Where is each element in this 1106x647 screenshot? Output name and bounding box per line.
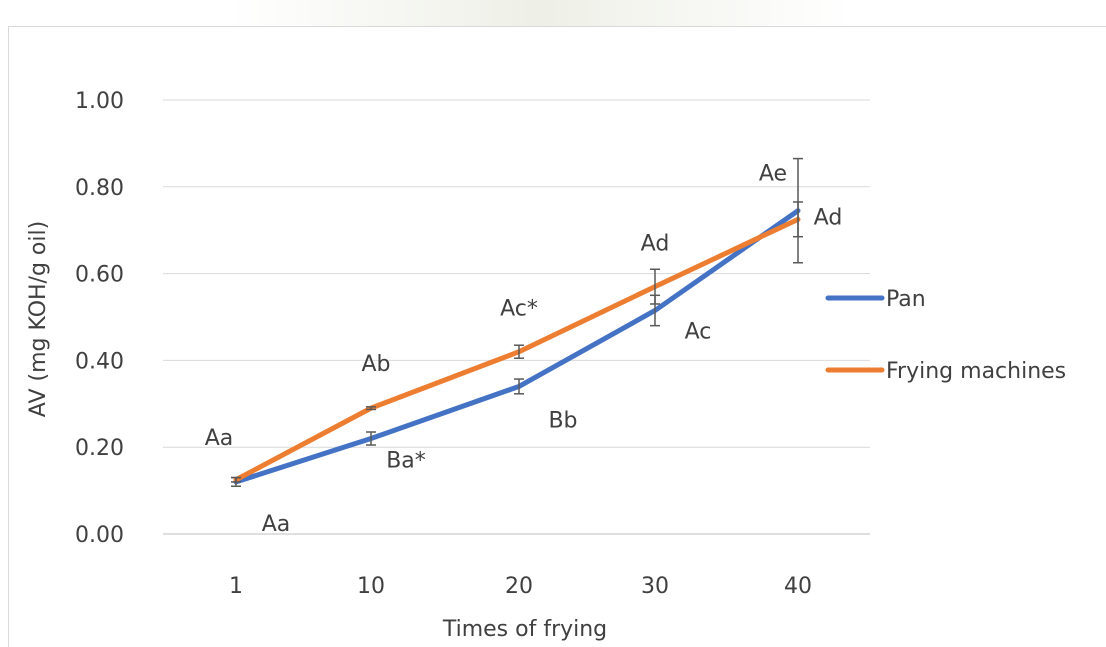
error-bars	[231, 157, 803, 488]
legend: Pan Frying machines	[825, 287, 1066, 384]
x-tick-label: 1	[229, 574, 243, 599]
y-tick-label: 0.60	[75, 263, 124, 288]
series-line-pan	[233, 208, 801, 485]
y-axis-title: AV (mg KOH/g oil)	[26, 221, 51, 417]
header-watermark-band	[230, 0, 850, 26]
legend-label: Frying machines	[886, 359, 1066, 384]
y-tick-label: 0.40	[75, 349, 124, 374]
x-tick-label: 30	[641, 574, 669, 599]
y-tick-label: 0.00	[75, 523, 124, 548]
y-tick-label: 1.00	[75, 89, 124, 114]
y-tick-label: 0.80	[75, 176, 124, 201]
data-label: Ae	[759, 162, 787, 187]
x-tick-label: 40	[784, 574, 812, 599]
x-axis-title: Times of frying	[442, 617, 607, 642]
data-labels: Aa Ba* Bb Ac Ae Aa Ab Ac* Ad Ad	[205, 162, 843, 537]
x-tick-label: 10	[357, 574, 385, 599]
data-label: Bb	[548, 408, 577, 433]
data-label: Aa	[205, 426, 234, 451]
series-lines	[233, 208, 801, 485]
chart-frame	[8, 26, 1106, 647]
data-label: Ac	[685, 319, 712, 344]
series-line-frying-machines	[233, 216, 801, 483]
data-label: Aa	[262, 512, 291, 537]
data-label: Ad	[641, 232, 670, 257]
data-label: Ad	[814, 205, 843, 230]
gridlines	[163, 99, 870, 535]
data-label: Ab	[361, 352, 390, 377]
data-label: Ac*	[500, 297, 538, 322]
y-tick-label: 0.20	[75, 436, 124, 461]
y-tick-labels: 0.00 0.20 0.40 0.60 0.80 1.00	[75, 89, 124, 548]
legend-label: Pan	[886, 287, 926, 312]
data-label: Ba*	[386, 449, 426, 474]
x-tick-label: 20	[505, 574, 533, 599]
x-tick-labels: 1 10 20 30 40	[229, 574, 812, 599]
